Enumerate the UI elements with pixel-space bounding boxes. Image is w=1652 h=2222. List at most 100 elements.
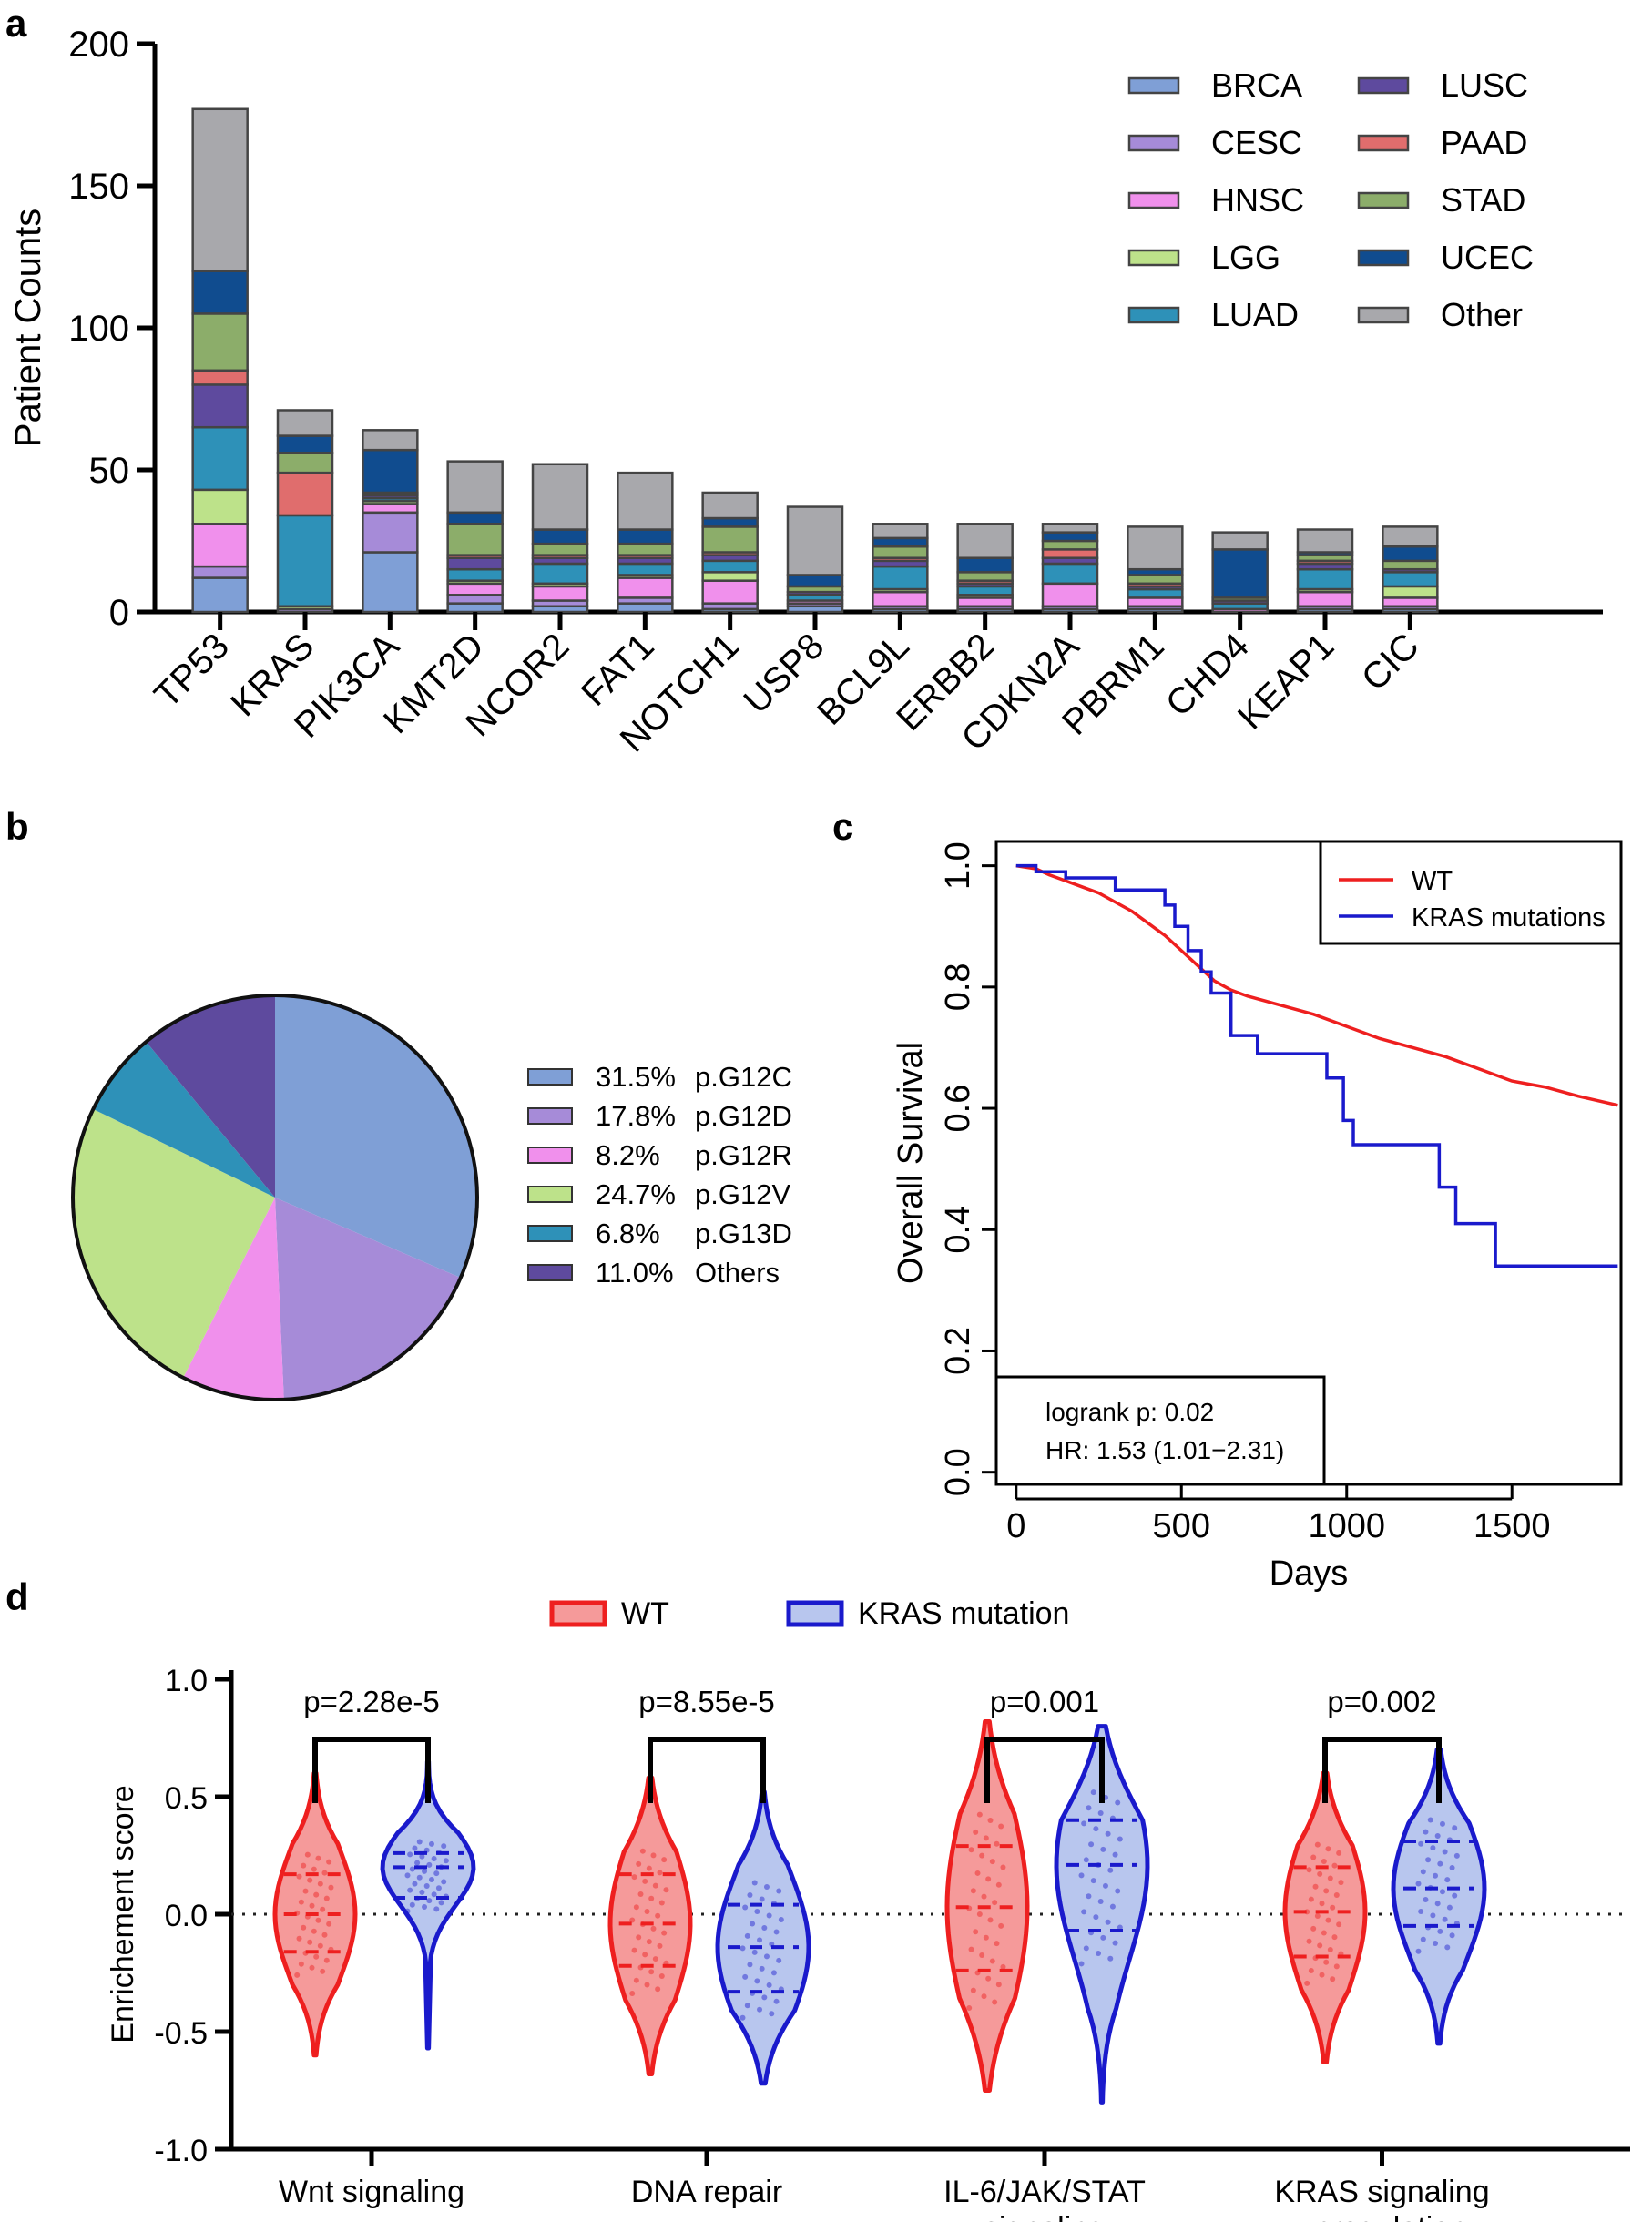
violin-point xyxy=(995,1881,1002,1888)
violin-point xyxy=(989,1958,995,1964)
violin-point xyxy=(629,1990,636,1996)
bar-segment xyxy=(276,471,334,517)
group-label: DNA repair xyxy=(631,2175,782,2209)
violin-point xyxy=(1327,1875,1333,1881)
bar-segment xyxy=(956,585,1014,596)
panel-label-c: c xyxy=(832,805,853,848)
violin-point xyxy=(1427,1817,1433,1823)
bar-segment xyxy=(531,562,589,586)
violin-point xyxy=(974,1870,981,1876)
y-axis-label: Enrichement score xyxy=(106,1785,140,2043)
bar-segment xyxy=(1041,523,1099,534)
violin-point xyxy=(1444,1944,1451,1951)
violin-point xyxy=(987,1917,994,1923)
bar-segment xyxy=(617,542,674,556)
violin-point xyxy=(431,1891,437,1898)
violin-point xyxy=(970,1888,976,1894)
violin-point xyxy=(966,2004,973,2011)
violin-point xyxy=(441,1879,447,1885)
violin-point xyxy=(769,2011,775,2017)
legend-swatch xyxy=(1357,249,1410,267)
y-tick-label: 0.8 xyxy=(939,963,977,1011)
y-tick-label: 50 xyxy=(89,451,130,491)
violin-point xyxy=(412,1845,418,1851)
violin-point xyxy=(739,1945,746,1952)
legend-label: HNSC xyxy=(1211,181,1304,219)
legend-swatch xyxy=(1127,76,1180,95)
significance-bracket xyxy=(984,1737,1105,1803)
violin-point xyxy=(1433,1872,1439,1879)
y-axis-label: Patient Counts xyxy=(8,209,48,447)
x-tick-label: TP53 xyxy=(147,626,237,716)
violin-point xyxy=(1452,1825,1458,1831)
bar-segment xyxy=(1296,528,1354,554)
bar-segment xyxy=(1296,567,1354,591)
bar-segment xyxy=(446,582,504,596)
bar-segment xyxy=(701,571,759,582)
violin-point xyxy=(642,1878,648,1884)
violin-point xyxy=(639,1848,646,1854)
bar-segment xyxy=(872,590,929,608)
violin-point xyxy=(629,1917,636,1923)
violin-point xyxy=(315,1855,321,1861)
violin-point xyxy=(1081,1909,1087,1915)
bar-segment xyxy=(701,559,759,574)
violin-point xyxy=(989,1859,995,1865)
violin-shape xyxy=(715,1789,811,2086)
panel-label-d: d xyxy=(5,1575,29,1618)
violin-point xyxy=(648,1895,655,1901)
bar-segment xyxy=(617,576,674,599)
violin-point xyxy=(1321,1930,1327,1936)
legend-label: p.G12C xyxy=(695,1061,792,1093)
violin-point xyxy=(995,1982,1002,1988)
legend-swatch xyxy=(1127,249,1180,267)
bar-segment xyxy=(872,565,929,591)
violin-point xyxy=(976,1811,983,1818)
bar-segment xyxy=(531,585,589,602)
violin-point xyxy=(658,1900,665,1906)
violin-point xyxy=(409,1901,415,1908)
legend-label: PAAD xyxy=(1441,124,1527,161)
violin-point xyxy=(998,1823,1004,1830)
violin-point xyxy=(655,1986,661,1993)
legend-label: CESC xyxy=(1211,124,1302,161)
violin-point xyxy=(1442,1849,1448,1855)
bar-segment xyxy=(1127,574,1184,586)
bar-segment xyxy=(276,409,334,437)
bar-segment xyxy=(362,551,419,614)
violin-point xyxy=(1107,1955,1114,1962)
violin-point xyxy=(404,1872,411,1879)
y-tick-label: 0 xyxy=(109,593,129,633)
legend-swatch xyxy=(1127,306,1180,324)
violin-point xyxy=(1100,1846,1106,1852)
violin-point xyxy=(1109,1903,1116,1910)
violin-point xyxy=(663,1887,669,1893)
violin-point xyxy=(326,1859,332,1865)
violin-point xyxy=(985,1975,992,1982)
bar-segment xyxy=(1127,596,1184,608)
violin-point xyxy=(1449,1864,1455,1870)
violin-point xyxy=(992,1999,998,2005)
violin-point xyxy=(433,1906,440,1912)
violin-point xyxy=(1325,1846,1331,1852)
violin-point xyxy=(1418,1909,1424,1915)
bar-segment xyxy=(1211,548,1269,599)
bar-segment xyxy=(191,523,249,568)
violin-point xyxy=(313,1891,320,1898)
bar-segment xyxy=(191,107,249,272)
violin-point xyxy=(987,1818,994,1824)
violin-point xyxy=(776,1888,782,1894)
violin-point xyxy=(1439,1820,1445,1827)
legend-percent: 6.8% xyxy=(596,1218,660,1249)
violin-point xyxy=(778,1916,784,1922)
bar-segment xyxy=(446,460,504,515)
x-tick-label: 500 xyxy=(1153,1507,1210,1545)
violin-point xyxy=(1331,1934,1338,1941)
violin-point xyxy=(742,1973,749,1980)
violin-point xyxy=(773,1929,780,1935)
bar-segment xyxy=(1382,525,1439,548)
bar-segment xyxy=(1382,571,1439,588)
violin-point xyxy=(773,1998,780,2004)
violin-point xyxy=(1102,1882,1108,1889)
